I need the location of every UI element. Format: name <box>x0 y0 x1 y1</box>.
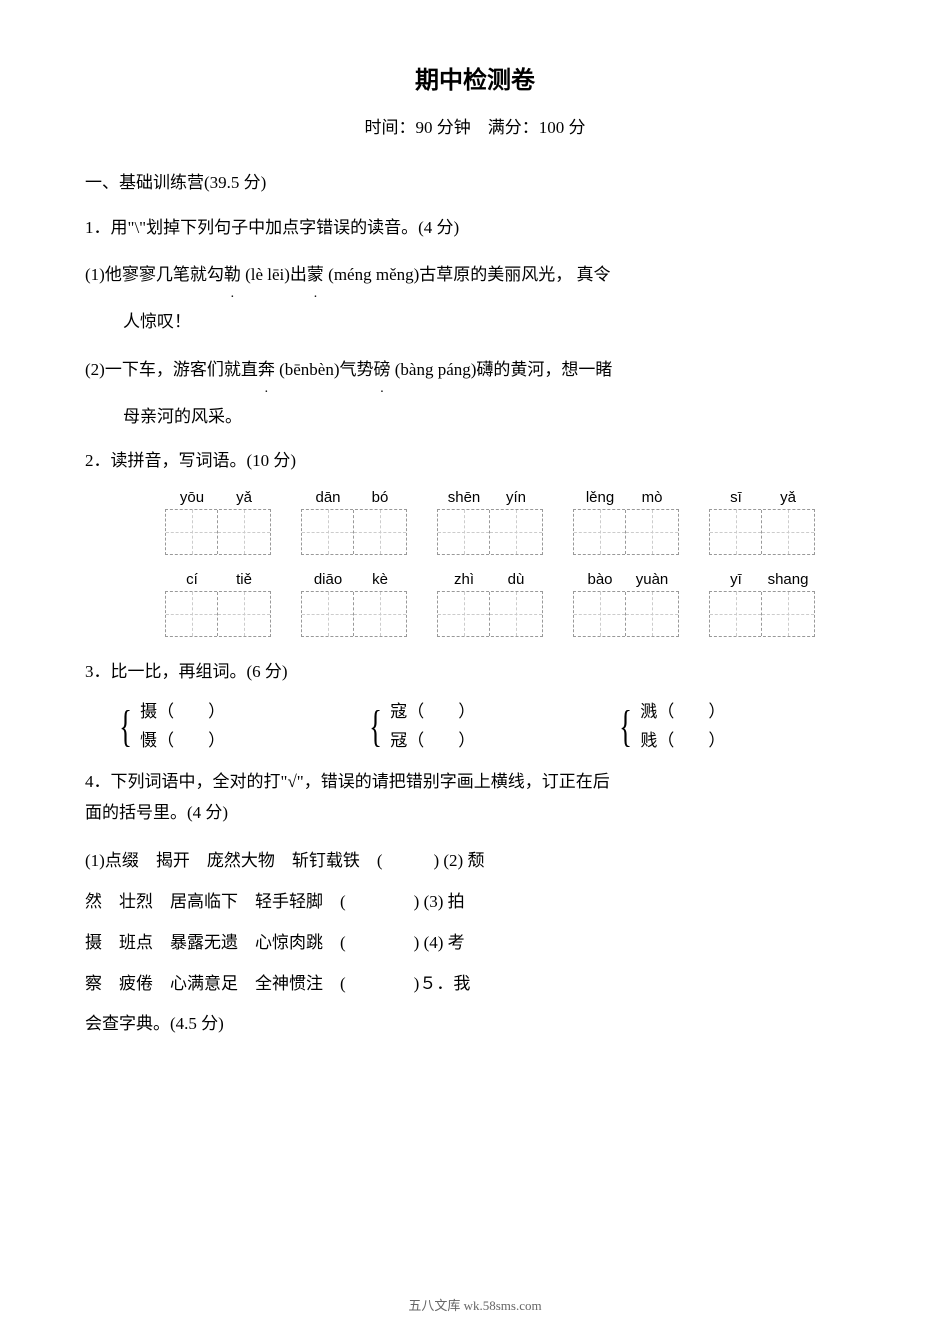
pinyin-group: cítiě <box>165 571 271 637</box>
pinyin-label: mò <box>626 489 678 506</box>
char-box[interactable] <box>354 592 406 636</box>
pinyin-label: dān <box>302 489 354 506</box>
pinyin-label: diāo <box>302 571 354 588</box>
pinyin-grid: yōuyǎ dānbó shēnyín lěngmò sīyǎ cítiě di… <box>85 489 865 637</box>
pinyin-group: sīyǎ <box>709 489 815 555</box>
q1-item2-cont: 母亲河的风采。 <box>85 398 865 435</box>
q4-line: 然 壮烈 居高临下 轻手轻脚 ( ) (3) 拍 <box>85 882 865 923</box>
char-box[interactable] <box>166 592 218 636</box>
brace-group: { 寇（ ） 冦（ ） <box>365 700 475 754</box>
text: (2)一下车，游客们就直 <box>85 360 258 379</box>
char-box[interactable] <box>626 510 678 554</box>
pinyin-group: diāokè <box>301 571 407 637</box>
section-1-heading: 一、基础训练营(39.5 分) <box>85 168 865 193</box>
q3-stem: 3．比一比，再组词。(6 分) <box>85 657 865 682</box>
char-box[interactable] <box>218 592 270 636</box>
char-box[interactable] <box>302 592 354 636</box>
brace-group: { 摄（ ） 慑（ ） <box>115 700 225 754</box>
pinyin-group: shēnyín <box>437 489 543 555</box>
text: (bàng páng)礴的黄河，想一睹 <box>391 360 613 379</box>
char-box[interactable] <box>762 510 814 554</box>
subtitle: 时间：90 分钟 满分：100 分 <box>85 113 865 138</box>
pinyin-label: shang <box>762 571 814 588</box>
q1-item1-cont: 人惊叹！ <box>85 303 865 340</box>
q1-stem: 1．用"\"划掉下列句子中加点字错误的读音。(4 分) <box>85 213 865 238</box>
underdot-char: 奔 <box>258 351 275 388</box>
char-box[interactable] <box>438 592 490 636</box>
char-box[interactable] <box>710 592 762 636</box>
q1-item1: (1)他寥寥几笔就勾勒 (lè lēi)出蒙 (méng měng)古草原的美丽… <box>85 256 865 293</box>
pinyin-label: cí <box>166 571 218 588</box>
q4-line: 摄 班点 暴露无遗 心惊肉跳 ( ) (4) 考 <box>85 923 865 964</box>
char-box[interactable] <box>574 510 626 554</box>
pinyin-group: bàoyuàn <box>573 571 679 637</box>
brace-icon: { <box>369 707 382 747</box>
pinyin-row: cítiě diāokè zhìdù bàoyuàn yīshang <box>165 571 865 637</box>
char-box[interactable] <box>574 592 626 636</box>
char-box[interactable] <box>218 510 270 554</box>
brace-icon: { <box>619 707 632 747</box>
text: (bēnbèn)气势 <box>275 360 374 379</box>
brace-icon: { <box>119 707 132 747</box>
q4-stem-a: 4．下列词语中，全对的打"√"，错误的请把错别字画上横线，订正在后 <box>85 767 865 792</box>
text: (lè lēi)出 <box>241 265 307 284</box>
pinyin-label: yuàn <box>626 571 678 588</box>
pinyin-label: yǎ <box>762 489 814 506</box>
word-pair: 贱（ ） <box>640 729 725 753</box>
pinyin-label: tiě <box>218 571 270 588</box>
char-box[interactable] <box>166 510 218 554</box>
char-box[interactable] <box>626 592 678 636</box>
char-box[interactable] <box>710 510 762 554</box>
pinyin-label: yǎ <box>218 489 270 506</box>
underdot-char: 勒 <box>224 256 241 293</box>
pinyin-group: zhìdù <box>437 571 543 637</box>
text: (méng měng)古草原的美丽风光， 真令 <box>324 265 611 284</box>
word-pair: 寇（ ） <box>390 700 475 724</box>
pinyin-group: dānbó <box>301 489 407 555</box>
word-pair: 溅（ ） <box>640 700 725 724</box>
pinyin-label: lěng <box>574 489 626 506</box>
pinyin-label: kè <box>354 571 406 588</box>
pinyin-label: yōu <box>166 489 218 506</box>
pinyin-label: zhì <box>438 571 490 588</box>
underdot-char: 磅 <box>374 351 391 388</box>
char-box[interactable] <box>490 592 542 636</box>
char-box[interactable] <box>302 510 354 554</box>
underdot-char: 蒙 <box>307 256 324 293</box>
footer: 五八文库 wk.58sms.com <box>0 1295 950 1314</box>
text: (1)他寥寥几笔就勾 <box>85 265 224 284</box>
q4-line: (1)点缀 揭开 庞然大物 斩钉载铁 ( ) (2) 颓 <box>85 841 865 882</box>
q1-item2: (2)一下车，游客们就直奔 (bēnbèn)气势磅 (bàng páng)礴的黄… <box>85 351 865 388</box>
pinyin-label: sī <box>710 489 762 506</box>
q3-row: { 摄（ ） 慑（ ） { 寇（ ） 冦（ ） { 溅（ ） 贱（ ） <box>85 700 865 754</box>
q4-block: (1)点缀 揭开 庞然大物 斩钉载铁 ( ) (2) 颓 然 壮烈 居高临下 轻… <box>85 841 865 1045</box>
word-pair: 慑（ ） <box>140 729 225 753</box>
char-box[interactable] <box>490 510 542 554</box>
pinyin-label: shēn <box>438 489 490 506</box>
pinyin-label: yī <box>710 571 762 588</box>
char-box[interactable] <box>354 510 406 554</box>
q4-line: 察 疲倦 心满意足 全神惯注 ( )５．我 <box>85 964 865 1005</box>
q2-stem: 2．读拼音，写词语。(10 分) <box>85 446 865 471</box>
char-box[interactable] <box>762 592 814 636</box>
q4-stem-b: 面的括号里。(4 分) <box>85 798 865 823</box>
char-box[interactable] <box>438 510 490 554</box>
page-title: 期中检测卷 <box>85 60 865 95</box>
q4-line: 会查字典。(4.5 分) <box>85 1004 865 1045</box>
pinyin-label: dù <box>490 571 542 588</box>
word-pair: 摄（ ） <box>140 700 225 724</box>
brace-group: { 溅（ ） 贱（ ） <box>615 700 725 754</box>
pinyin-row: yōuyǎ dānbó shēnyín lěngmò sīyǎ <box>165 489 865 555</box>
pinyin-label: bào <box>574 571 626 588</box>
pinyin-group: lěngmò <box>573 489 679 555</box>
word-pair: 冦（ ） <box>390 729 475 753</box>
pinyin-group: yōuyǎ <box>165 489 271 555</box>
pinyin-group: yīshang <box>709 571 815 637</box>
pinyin-label: bó <box>354 489 406 506</box>
pinyin-label: yín <box>490 489 542 506</box>
